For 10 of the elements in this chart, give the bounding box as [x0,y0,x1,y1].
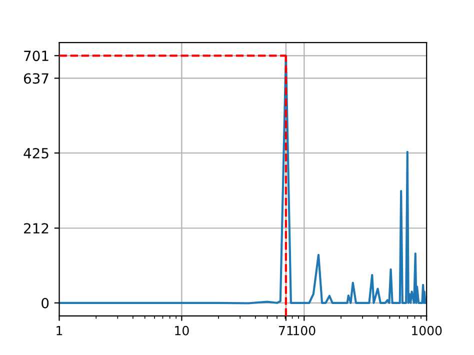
y-tick-label: 212 [24,223,48,234]
x-tick-label: 1000 [412,326,442,336]
x-tick-label: 10 [175,326,189,336]
y-tick-label: 0 [42,298,49,308]
y-tick-label: 425 [24,148,48,158]
x-tick-label: 1 [56,326,62,336]
x-tick-label: 71 [279,326,293,336]
x-tick-label: 100 [294,326,316,336]
y-tick-label: 637 [24,73,48,84]
y-tick-label: 701 [24,50,48,62]
